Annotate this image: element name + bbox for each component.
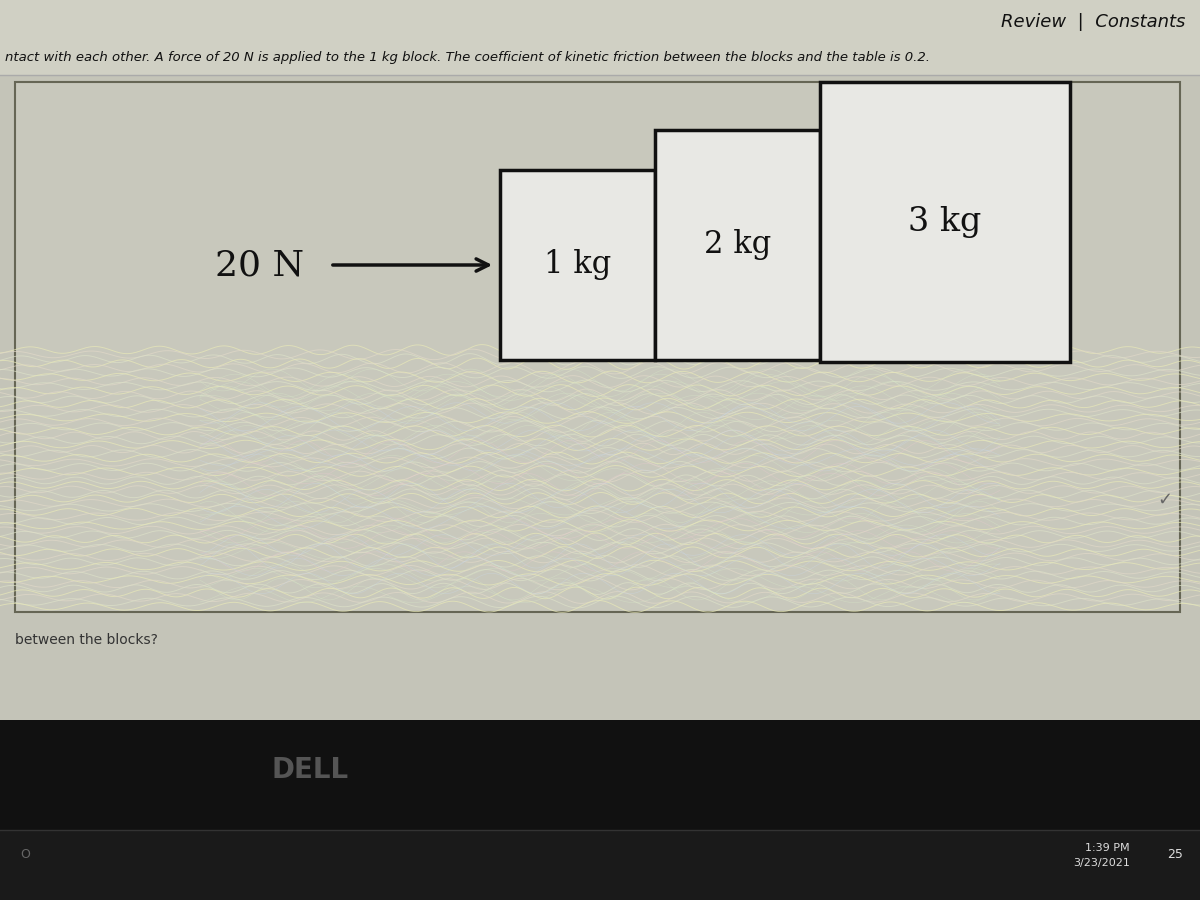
Text: 3/23/2021: 3/23/2021 <box>1073 858 1130 868</box>
Text: Review  |  Constants: Review | Constants <box>1001 13 1186 31</box>
Text: ntact with each other. A force of 20 N is applied to the 1 kg block. The coeffic: ntact with each other. A force of 20 N i… <box>5 51 930 65</box>
Bar <box>0 0 1200 75</box>
Text: O: O <box>20 849 30 861</box>
Bar <box>0 720 1200 900</box>
Text: between the blocks?: between the blocks? <box>14 633 158 647</box>
Bar <box>0 0 1200 720</box>
Text: 1 kg: 1 kg <box>544 249 611 281</box>
Text: 2 kg: 2 kg <box>704 230 772 260</box>
Bar <box>500 170 655 360</box>
Bar <box>655 130 820 360</box>
Text: 1:39 PM: 1:39 PM <box>1085 843 1130 853</box>
Text: DELL: DELL <box>271 756 348 784</box>
Text: 3 kg: 3 kg <box>908 206 982 238</box>
Bar <box>14 82 1180 612</box>
Text: 25: 25 <box>1168 849 1183 861</box>
Bar <box>820 82 1070 362</box>
Text: ✓: ✓ <box>1158 491 1172 509</box>
Text: 20 N: 20 N <box>215 248 304 282</box>
Bar <box>0 830 1200 900</box>
